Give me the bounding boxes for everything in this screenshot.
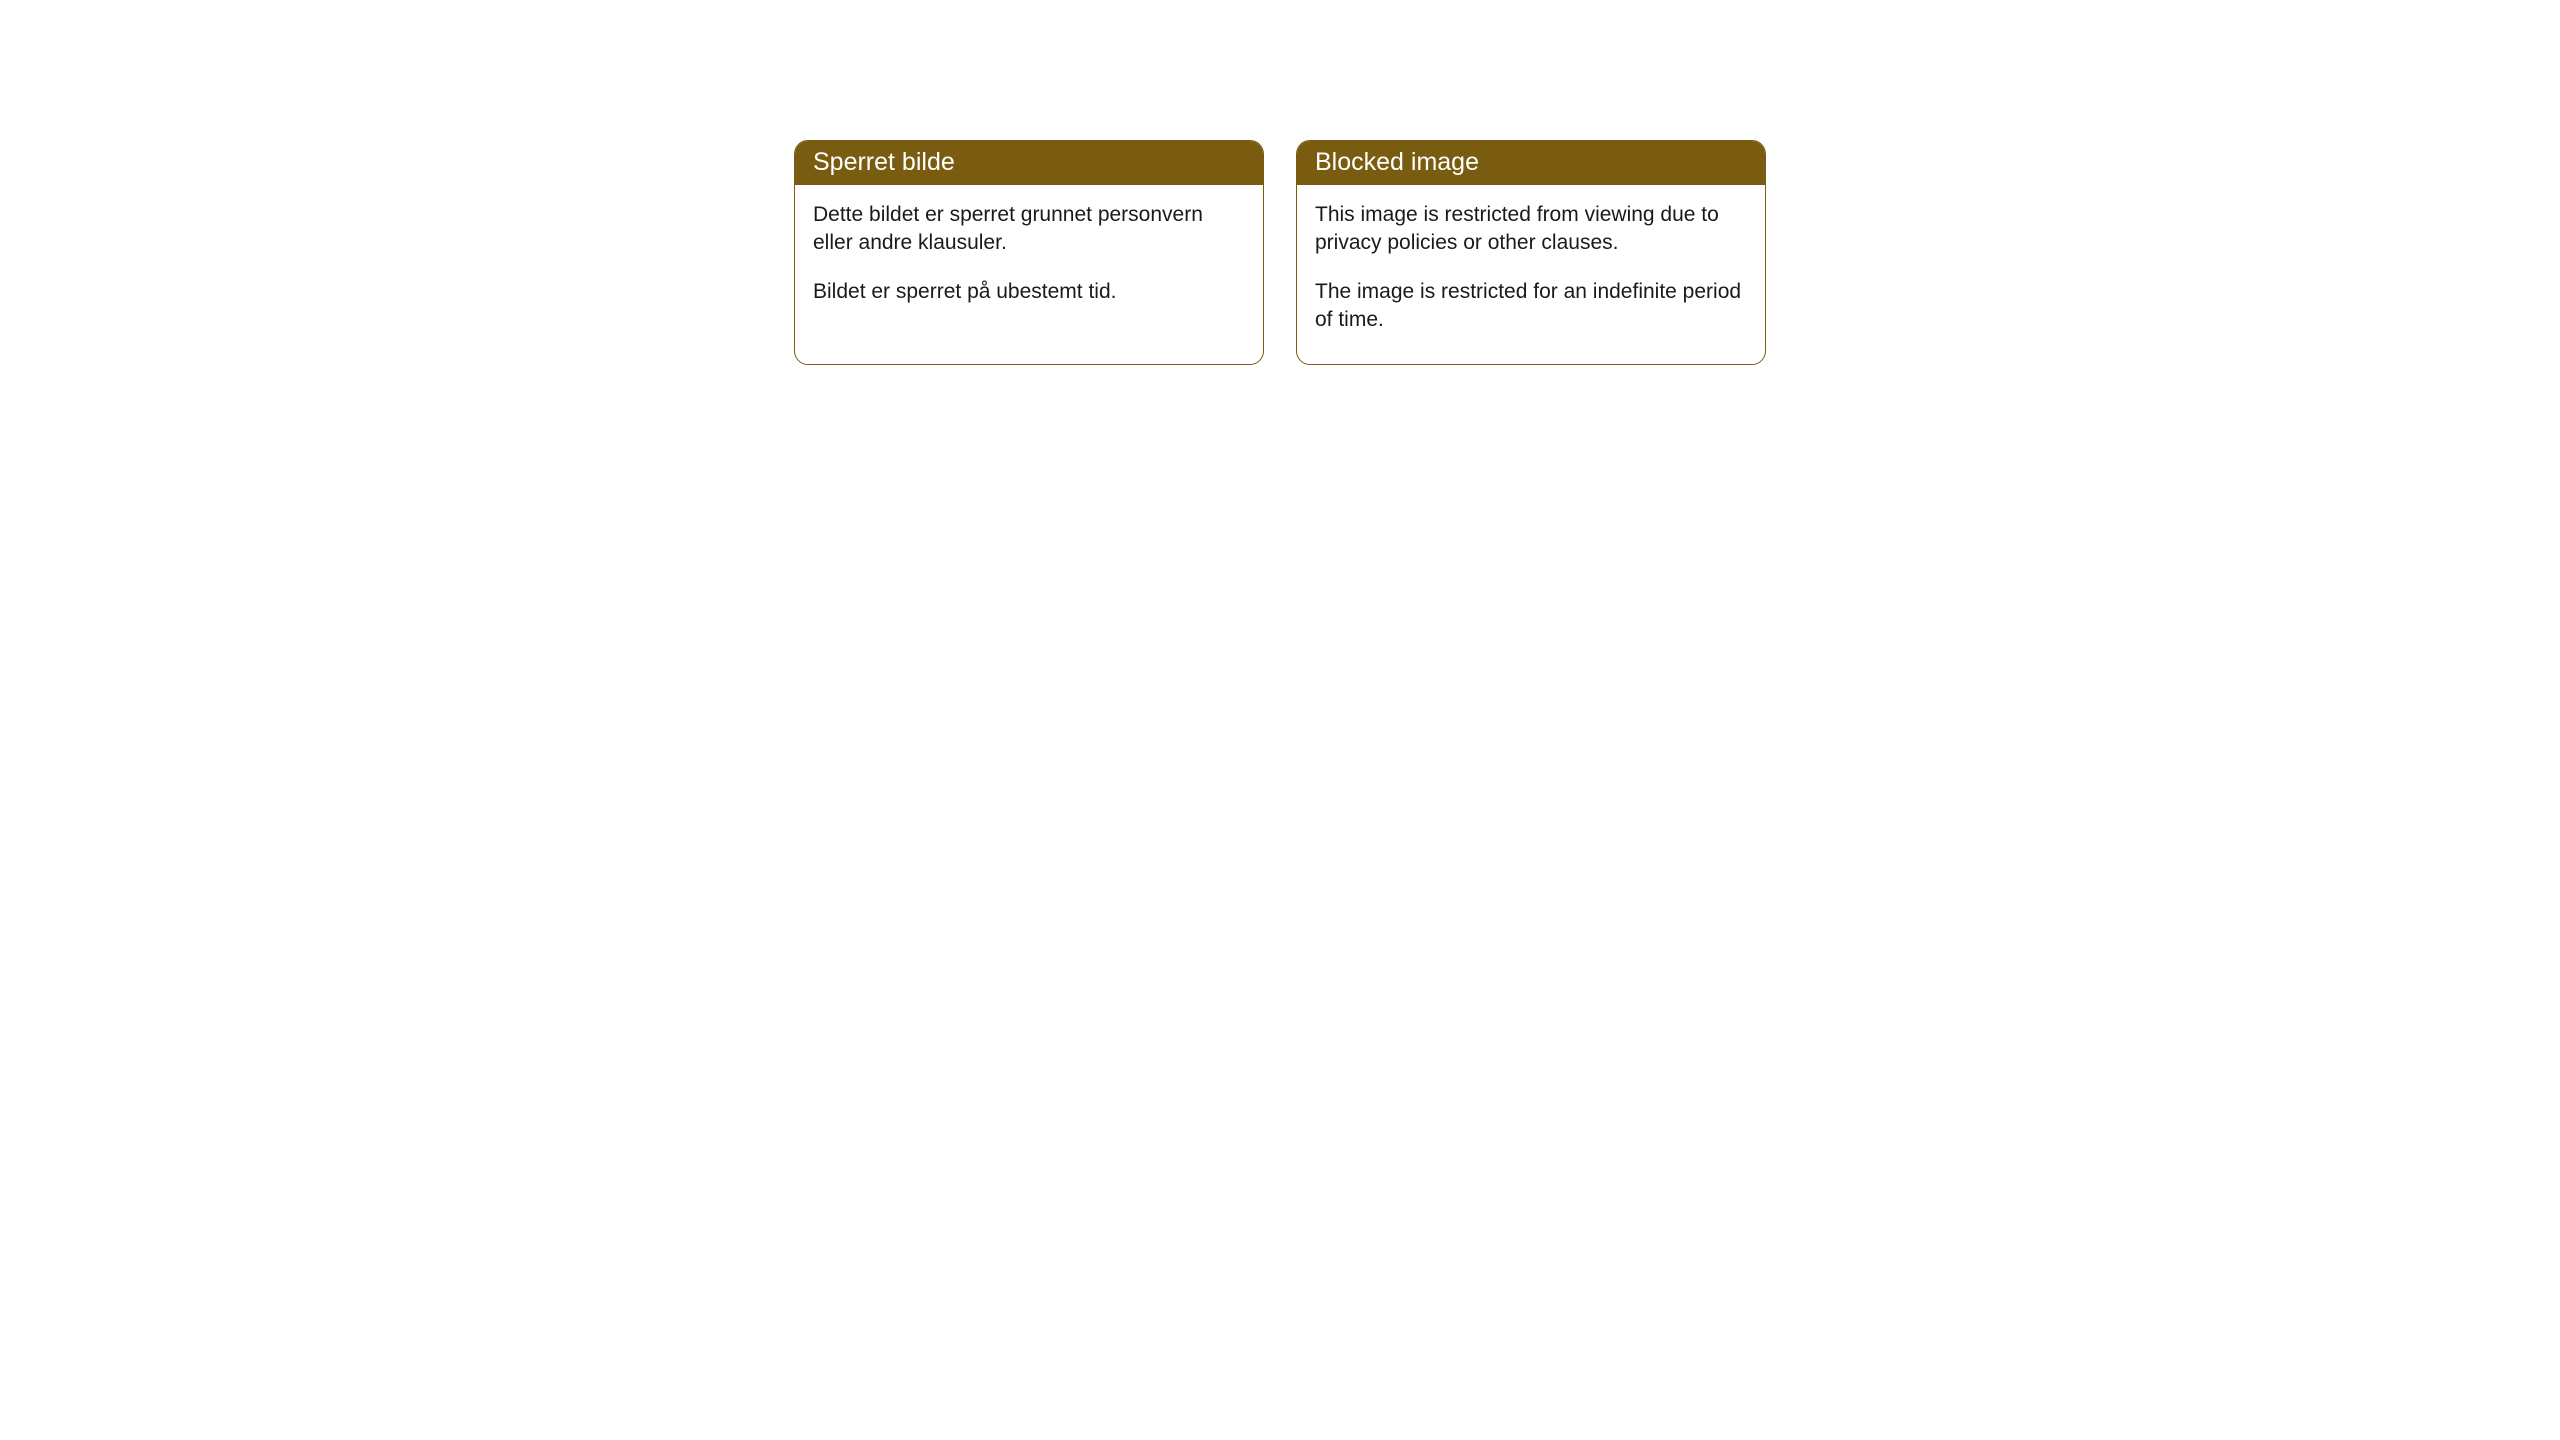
- card-paragraph: Dette bildet er sperret grunnet personve…: [813, 201, 1245, 258]
- card-header: Sperret bilde: [795, 141, 1263, 185]
- blocked-image-card-english: Blocked image This image is restricted f…: [1296, 140, 1766, 365]
- card-title: Sperret bilde: [813, 148, 955, 176]
- cards-container: Sperret bilde Dette bildet er sperret gr…: [780, 140, 1780, 365]
- blocked-image-card-norwegian: Sperret bilde Dette bildet er sperret gr…: [794, 140, 1264, 365]
- card-paragraph: Bildet er sperret på ubestemt tid.: [813, 278, 1245, 306]
- card-body: This image is restricted from viewing du…: [1297, 185, 1765, 364]
- card-paragraph: This image is restricted from viewing du…: [1315, 201, 1747, 258]
- card-header: Blocked image: [1297, 141, 1765, 185]
- card-title: Blocked image: [1315, 148, 1479, 176]
- card-body: Dette bildet er sperret grunnet personve…: [795, 185, 1263, 336]
- card-paragraph: The image is restricted for an indefinit…: [1315, 278, 1747, 335]
